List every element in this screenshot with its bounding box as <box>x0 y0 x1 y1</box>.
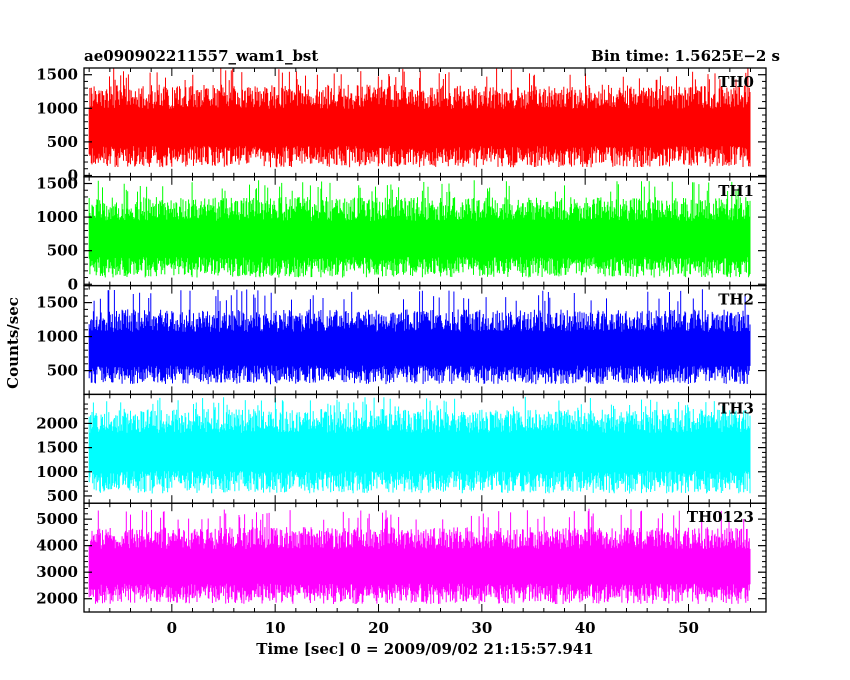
x-tick-label: 30 <box>471 619 492 637</box>
panel-th0: 0 500 1000 1500 TH0 <box>36 66 767 184</box>
y-tick-label: 3000 <box>36 563 78 581</box>
y-tick-label: 500 <box>47 362 78 380</box>
y-tick-label: 4000 <box>36 537 78 555</box>
y-tick-label: 0 <box>68 166 78 184</box>
x-tick-label: 10 <box>265 619 286 637</box>
panel-label: TH0123 <box>687 508 754 526</box>
panel-label: TH2 <box>718 291 754 309</box>
series-th0123 <box>88 508 751 604</box>
y-tick-label: 1000 <box>36 208 78 226</box>
panel-label: TH0 <box>718 73 754 91</box>
y-tick-label: 500 <box>47 487 78 505</box>
x-tick-label: 50 <box>678 619 699 637</box>
panel-th3: 500 1000 1500 2000 TH3 <box>36 393 767 505</box>
panel-th1: 0 500 1000 1500 TH1 <box>36 175 767 293</box>
series-th3 <box>88 396 751 494</box>
chart-subtitle: Bin time: 1.5625E−2 s <box>591 47 780 65</box>
y-tick-label: 500 <box>47 133 78 151</box>
series-th2 <box>88 289 751 385</box>
y-tick-label: 0 <box>68 275 78 293</box>
panel-label: TH3 <box>718 399 754 417</box>
y-tick-label: 1000 <box>36 328 78 346</box>
panel-label: TH1 <box>718 182 754 200</box>
y-tick-label: 1500 <box>36 66 78 84</box>
y-axis-label: Counts/sec <box>4 297 22 389</box>
y-tick-label: 1000 <box>36 99 78 117</box>
x-tick-label: 40 <box>575 619 596 637</box>
chart-title: ae090902211557_wam1_bst <box>84 47 318 65</box>
x-tick-label: 0 <box>167 619 177 637</box>
panel-th2: 500 1000 1500 TH2 <box>36 284 767 396</box>
y-tick-label: 5000 <box>36 510 78 528</box>
y-tick-label: 1500 <box>36 439 78 457</box>
x-tick-label: 20 <box>368 619 389 637</box>
y-tick-label: 1000 <box>36 463 78 481</box>
y-tick-label: 2000 <box>36 590 78 608</box>
series-th0 <box>88 68 751 168</box>
y-tick-label: 500 <box>47 242 78 260</box>
y-tick-label: 1500 <box>36 294 78 312</box>
y-tick-label: 2000 <box>36 414 78 432</box>
panel-frame <box>83 502 767 613</box>
series-th1 <box>88 180 751 278</box>
x-axis-label: Time [sec] 0 = 2009/09/02 21:15:57.941 <box>256 640 593 658</box>
panel-th0123: 2000 3000 4000 5000 TH0123 <box>36 502 767 613</box>
y-tick-label: 1500 <box>36 175 78 193</box>
